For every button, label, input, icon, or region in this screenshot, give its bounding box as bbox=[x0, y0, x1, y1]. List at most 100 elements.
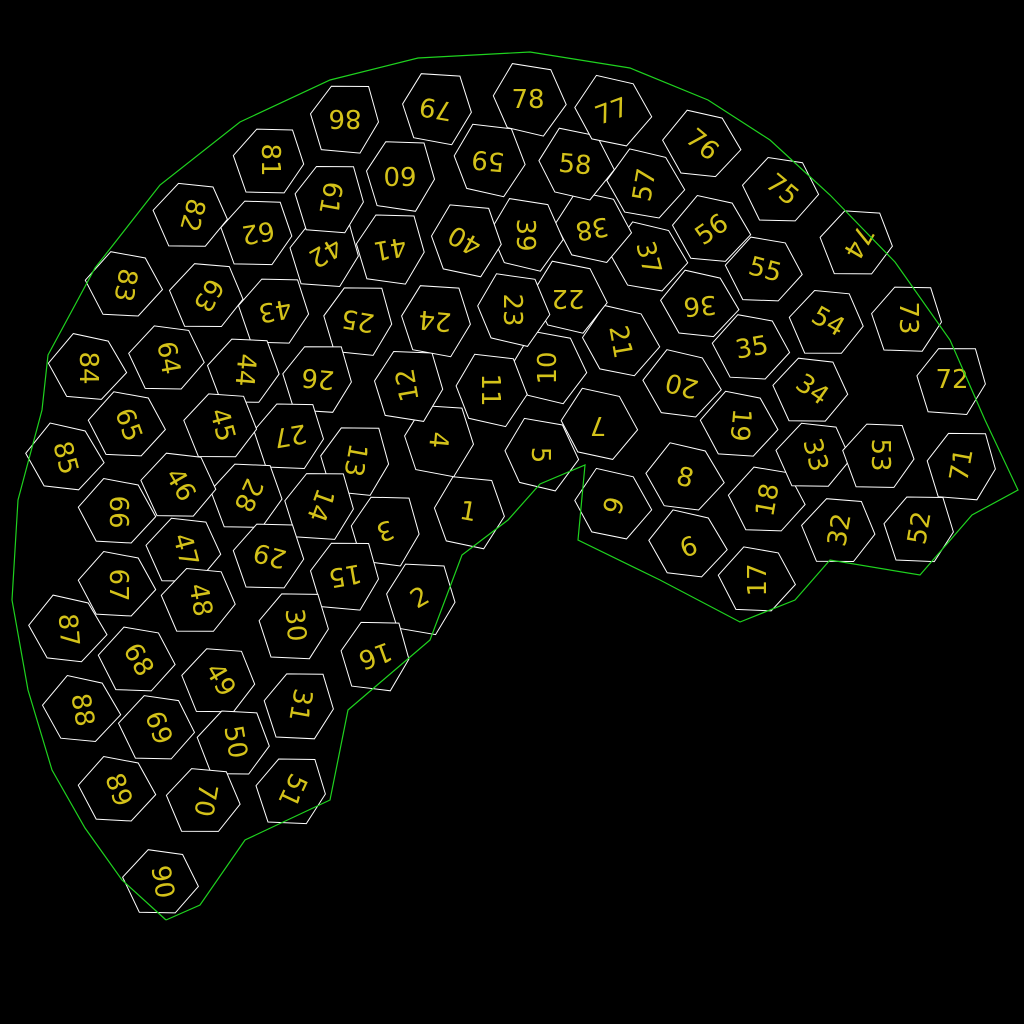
puzzle-cell-1[interactable]: 1 bbox=[433, 476, 505, 550]
puzzle-cell-64[interactable]: 64 bbox=[128, 325, 205, 390]
puzzle-cell-41[interactable]: 41 bbox=[355, 214, 425, 285]
cell-number-label: 11 bbox=[475, 373, 505, 406]
puzzle-cell-47[interactable]: 47 bbox=[145, 517, 222, 582]
puzzle-cell-42[interactable]: 42 bbox=[289, 219, 359, 288]
puzzle-cell-86[interactable]: 86 bbox=[309, 85, 380, 154]
puzzle-cell-66[interactable]: 66 bbox=[77, 477, 157, 544]
puzzle-cell-34[interactable]: 34 bbox=[772, 357, 849, 422]
cell-outline bbox=[819, 210, 893, 275]
puzzle-cell-32[interactable]: 32 bbox=[801, 498, 876, 563]
cell-outline bbox=[196, 710, 270, 775]
puzzle-cell-60[interactable]: 60 bbox=[365, 141, 436, 212]
puzzle-cell-38[interactable]: 38 bbox=[554, 190, 633, 264]
puzzle-cell-48[interactable]: 48 bbox=[160, 567, 236, 632]
cell-number-label: 31 bbox=[282, 686, 317, 724]
puzzle-cell-2[interactable]: 2 bbox=[386, 563, 456, 636]
puzzle-cell-71[interactable]: 71 bbox=[926, 432, 996, 501]
puzzle-cell-69[interactable]: 69 bbox=[117, 695, 196, 760]
cell-outline bbox=[77, 550, 157, 617]
puzzle-cell-26[interactable]: 26 bbox=[282, 346, 352, 413]
puzzle-cell-84[interactable]: 84 bbox=[47, 333, 128, 400]
puzzle-cell-28[interactable]: 28 bbox=[210, 463, 283, 528]
puzzle-cell-21[interactable]: 21 bbox=[581, 304, 661, 377]
puzzle-cell-29[interactable]: 29 bbox=[232, 523, 305, 589]
puzzle-cell-46[interactable]: 46 bbox=[140, 452, 217, 517]
cell-number-label: 1 bbox=[457, 496, 479, 528]
puzzle-cell-75[interactable]: 75 bbox=[741, 156, 820, 222]
puzzle-cell-57[interactable]: 57 bbox=[606, 148, 686, 219]
puzzle-cell-88[interactable]: 88 bbox=[41, 674, 122, 743]
puzzle-cell-33[interactable]: 33 bbox=[775, 422, 852, 487]
puzzle-cell-81[interactable]: 81 bbox=[232, 128, 305, 194]
puzzle-cell-4[interactable]: 4 bbox=[404, 405, 475, 478]
puzzle-cell-83[interactable]: 83 bbox=[84, 251, 164, 317]
puzzle-cell-68[interactable]: 68 bbox=[97, 626, 176, 692]
puzzle-cell-11[interactable]: 11 bbox=[455, 353, 528, 428]
cell-group: 1234567891011121314151617181920212223242… bbox=[25, 63, 996, 914]
puzzle-cell-85[interactable]: 85 bbox=[25, 422, 105, 491]
puzzle-cell-61[interactable]: 61 bbox=[294, 165, 364, 234]
puzzle-cell-56[interactable]: 56 bbox=[671, 194, 752, 262]
puzzle-cell-12[interactable]: 12 bbox=[373, 350, 444, 422]
cell-number-label: 48 bbox=[182, 581, 217, 619]
puzzle-cell-18[interactable]: 18 bbox=[727, 466, 806, 532]
puzzle-cell-67[interactable]: 67 bbox=[77, 550, 157, 617]
puzzle-cell-62[interactable]: 62 bbox=[220, 200, 293, 266]
puzzle-cell-35[interactable]: 35 bbox=[711, 314, 791, 380]
puzzle-cell-89[interactable]: 89 bbox=[77, 755, 157, 822]
puzzle-cell-37[interactable]: 37 bbox=[609, 221, 689, 292]
puzzle-cell-40[interactable]: 40 bbox=[430, 204, 502, 278]
puzzle-cell-22[interactable]: 22 bbox=[531, 260, 608, 334]
puzzle-cell-58[interactable]: 58 bbox=[538, 127, 615, 201]
puzzle-cell-76[interactable]: 76 bbox=[661, 109, 742, 178]
puzzle-cell-23[interactable]: 23 bbox=[477, 273, 551, 347]
puzzle-cell-79[interactable]: 79 bbox=[402, 73, 472, 146]
puzzle-cell-59[interactable]: 59 bbox=[453, 123, 526, 198]
cell-outline bbox=[386, 563, 456, 636]
puzzle-cell-74[interactable]: 74 bbox=[819, 210, 893, 275]
puzzle-cell-54[interactable]: 54 bbox=[788, 289, 864, 354]
puzzle-cell-77[interactable]: 77 bbox=[574, 74, 653, 147]
cell-outline bbox=[574, 74, 653, 147]
puzzle-cell-49[interactable]: 49 bbox=[181, 648, 256, 713]
puzzle-cell-87[interactable]: 87 bbox=[28, 594, 108, 663]
puzzle-cell-14[interactable]: 14 bbox=[284, 473, 354, 540]
puzzle-cell-39[interactable]: 39 bbox=[489, 198, 564, 272]
puzzle-cell-17[interactable]: 17 bbox=[717, 546, 797, 612]
puzzle-cell-31[interactable]: 31 bbox=[263, 673, 334, 740]
puzzle-cell-45[interactable]: 45 bbox=[183, 393, 258, 458]
puzzle-cell-63[interactable]: 63 bbox=[168, 263, 244, 328]
puzzle-cell-53[interactable]: 53 bbox=[842, 423, 915, 488]
puzzle-cell-70[interactable]: 70 bbox=[165, 768, 241, 832]
puzzle-cell-36[interactable]: 36 bbox=[659, 269, 740, 338]
cell-number-label: 61 bbox=[312, 179, 347, 217]
puzzle-cell-25[interactable]: 25 bbox=[323, 287, 393, 356]
puzzle-cell-5[interactable]: 5 bbox=[504, 417, 580, 492]
puzzle-cell-65[interactable]: 65 bbox=[87, 391, 167, 457]
puzzle-cell-30[interactable]: 30 bbox=[258, 593, 329, 660]
puzzle-cell-44[interactable]: 44 bbox=[206, 338, 280, 403]
puzzle-cell-8[interactable]: 8 bbox=[645, 442, 725, 511]
puzzle-cell-43[interactable]: 43 bbox=[237, 278, 310, 344]
puzzle-cell-51[interactable]: 51 bbox=[255, 758, 326, 825]
puzzle-cell-6[interactable]: 6 bbox=[574, 467, 653, 540]
puzzle-cell-72[interactable]: 72 bbox=[916, 348, 986, 416]
puzzle-cell-78[interactable]: 78 bbox=[492, 63, 567, 137]
puzzle-cell-24[interactable]: 24 bbox=[401, 285, 471, 358]
puzzle-cell-9[interactable]: 9 bbox=[648, 509, 728, 578]
puzzle-cell-55[interactable]: 55 bbox=[724, 236, 803, 302]
puzzle-cell-19[interactable]: 19 bbox=[699, 390, 779, 457]
puzzle-cell-27[interactable]: 27 bbox=[253, 403, 325, 470]
cell-outline bbox=[87, 391, 167, 457]
cell-number-label: 13 bbox=[337, 441, 372, 479]
puzzle-cell-16[interactable]: 16 bbox=[340, 621, 410, 692]
puzzle-cell-7[interactable]: 7 bbox=[560, 387, 639, 460]
puzzle-cell-82[interactable]: 82 bbox=[152, 182, 228, 247]
puzzle-cell-20[interactable]: 20 bbox=[642, 349, 722, 418]
cell-outline bbox=[659, 269, 740, 338]
puzzle-cell-15[interactable]: 15 bbox=[309, 542, 380, 611]
puzzle-cell-52[interactable]: 52 bbox=[883, 496, 954, 563]
cell-outline bbox=[232, 128, 305, 194]
puzzle-cell-50[interactable]: 50 bbox=[196, 710, 270, 775]
